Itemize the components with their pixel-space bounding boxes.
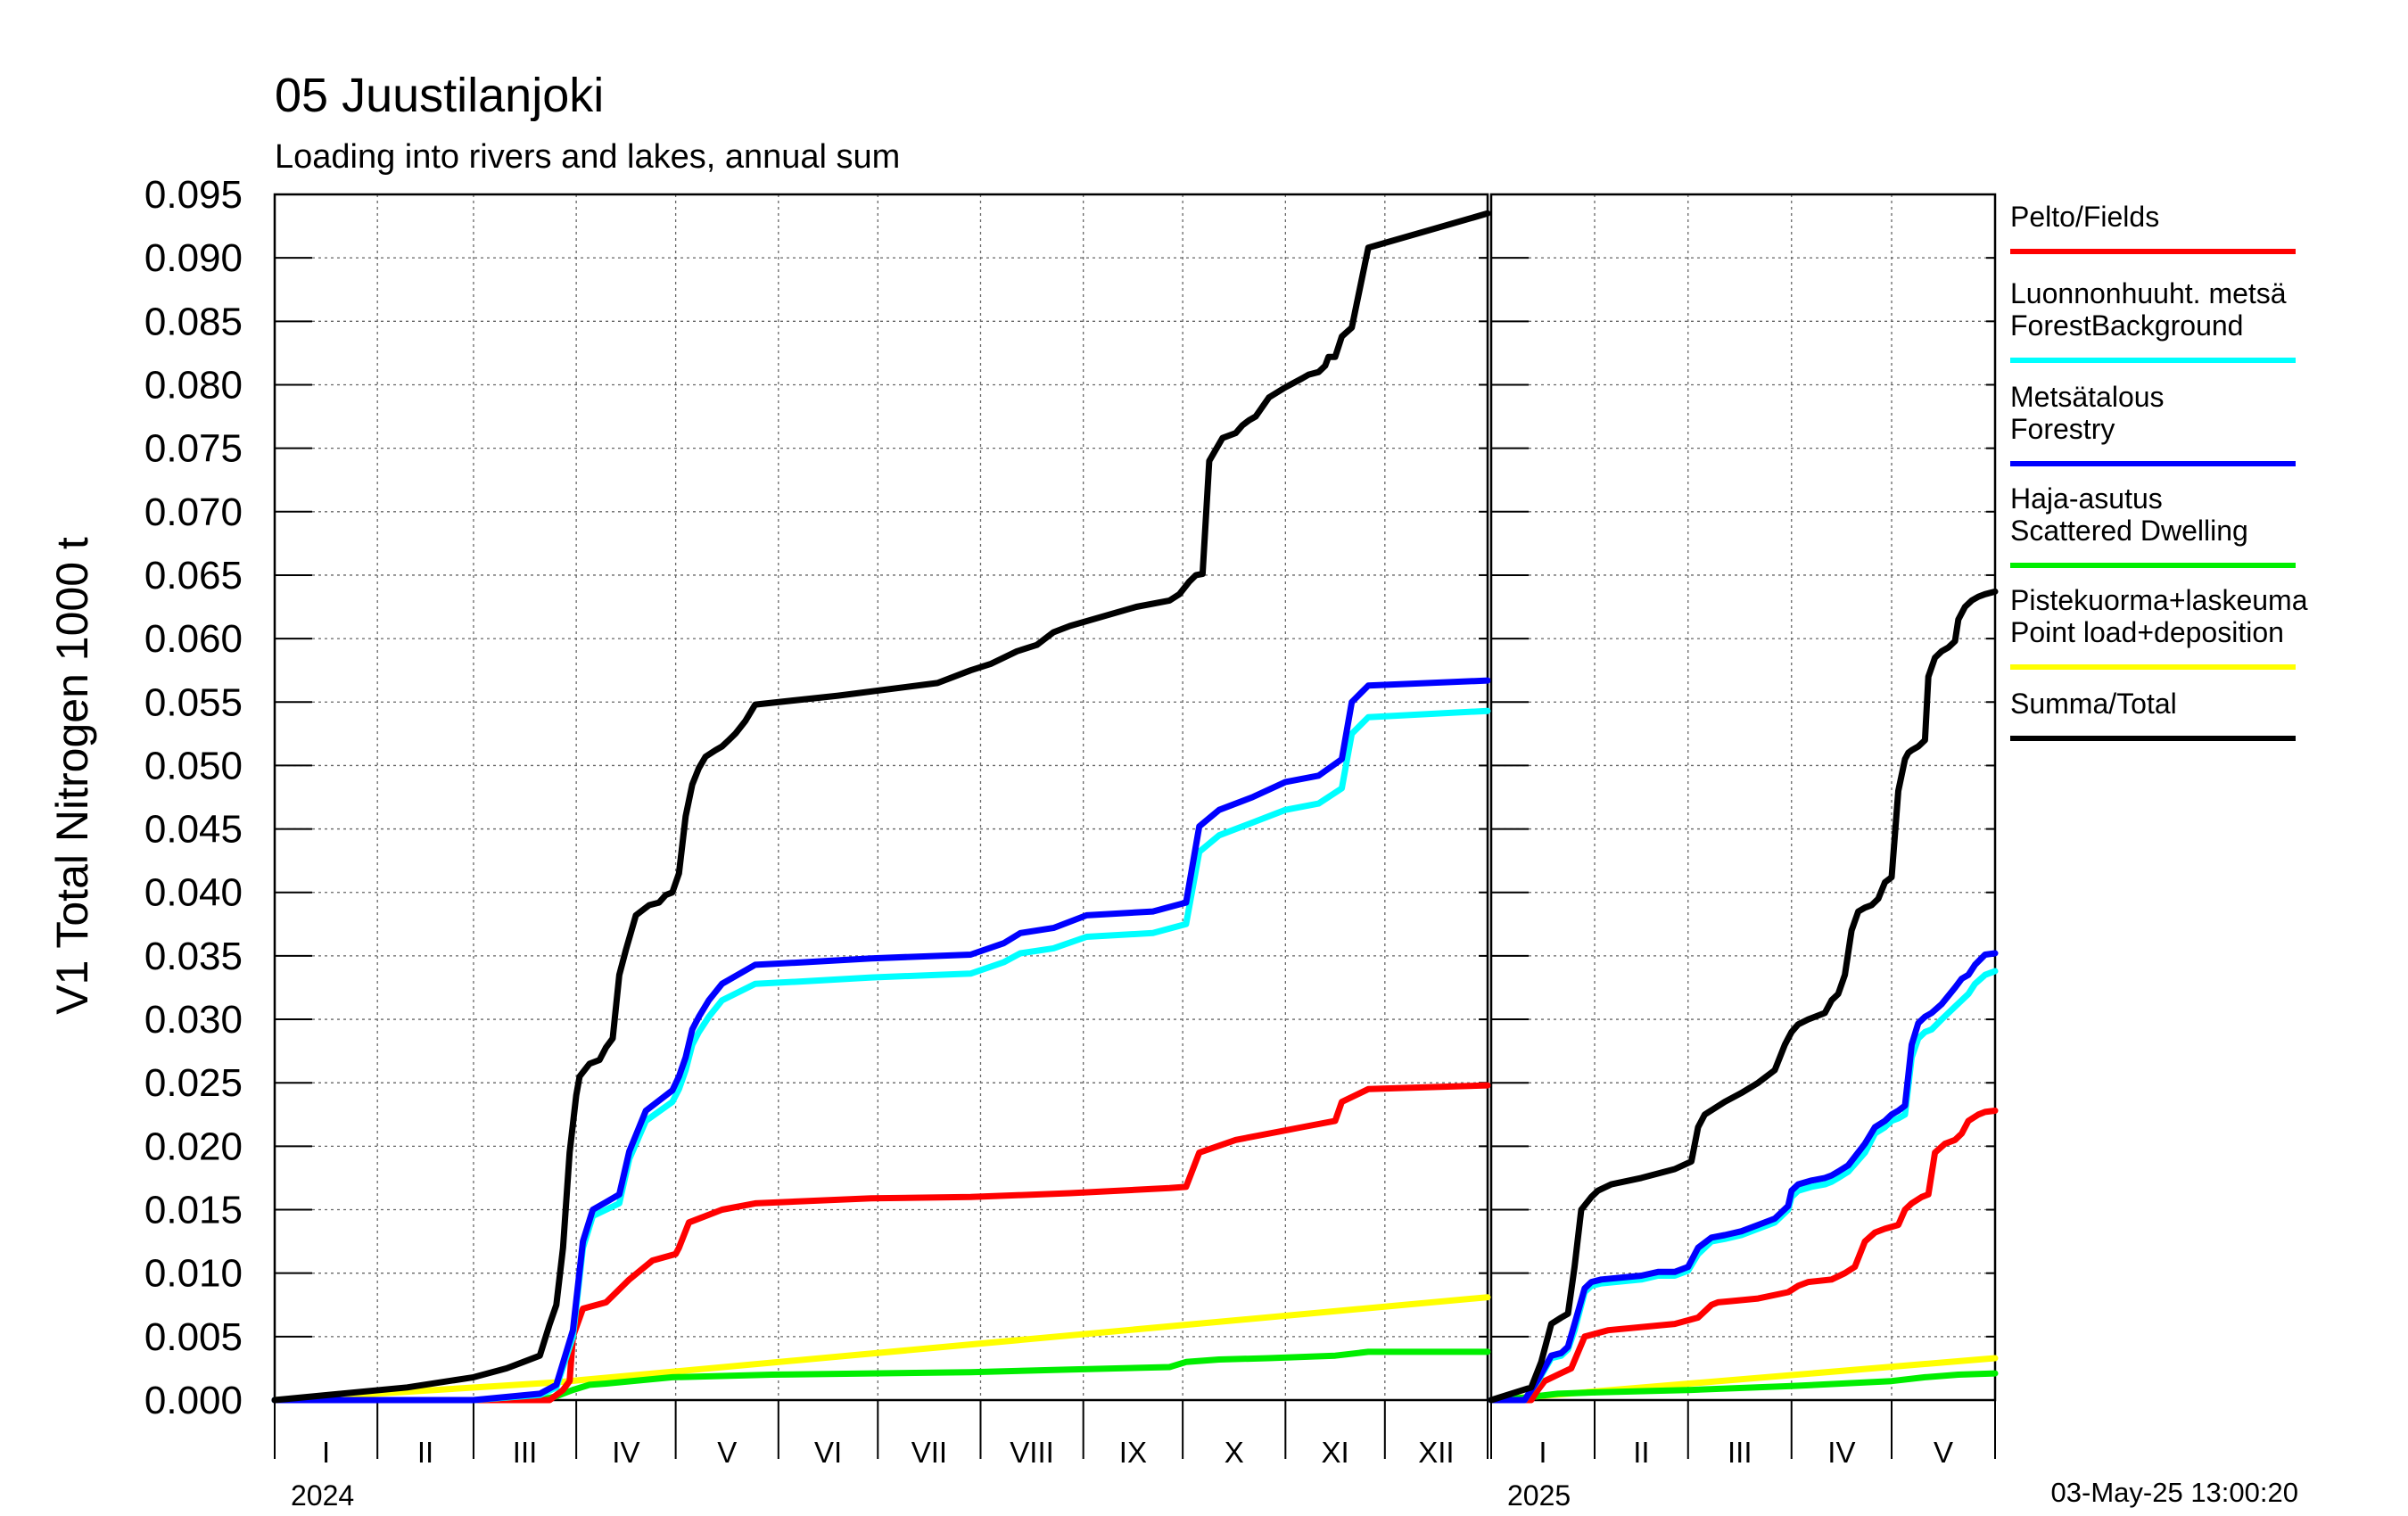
y-axis-label: V1 Total Nitrogen 1000 t [47,537,97,1015]
month-label: VII [911,1436,947,1469]
series-line-2024-pelto [271,1082,1491,1404]
y-tick-label: 0.020 [144,1125,243,1168]
y-tick-label: 0.065 [144,554,243,597]
month-label: VIII [1010,1436,1054,1469]
legend-label: Metsätalous [2010,381,2165,413]
month-label: V [717,1436,737,1469]
y-tick-label: 0.090 [144,236,243,280]
month-label: V [1934,1436,1953,1469]
chart-subtitle: Loading into rivers and lakes, annual su… [275,138,900,176]
y-tick-label: 0.075 [144,427,243,471]
legend-label: Haja-asutus [2010,482,2163,515]
series-line-2024-luonnonhuuht. [271,707,1491,1404]
series-line-2024-pistekuorma+laskeuma [271,1294,1491,1404]
legend-label: Pelto/Fields [2010,201,2159,233]
series-line-2025-haja-asutus [1488,1370,1999,1404]
month-label: I [322,1436,330,1469]
month-label: X [1225,1436,1244,1469]
month-label: III [513,1436,538,1469]
month-label: III [1728,1436,1752,1469]
legend: Pelto/Fields Luonnonhuuht. metsäForestBac… [2010,201,2308,741]
y-tick-label: 0.085 [144,300,243,343]
y-tick-label: 0.055 [144,680,243,724]
y-tick-label: 0.095 [144,173,243,217]
year-label: 2024 [291,1479,354,1512]
y-tick-label: 0.050 [144,744,243,787]
series-line-2025-metsätalous [1488,950,1999,1404]
grid [275,194,1995,1401]
legend-label: Luonnonhuuht. metsä [2010,277,2287,309]
month-label: VI [814,1436,842,1469]
series-line-2025-pelto [1488,1108,1999,1404]
month-label: IV [612,1436,639,1469]
y-tick-label: 0.010 [144,1252,243,1296]
legend-label: Scattered Dwelling [2010,515,2248,547]
chart-title: 05 Juustilanjoki [275,69,604,122]
legend-label: ForestBackground [2010,309,2243,342]
axes: 0.000 0.005 0.010 0.015 0.020 0.025 0.030 0.035… [144,173,1997,1512]
legend-label: Point load+deposition [2010,616,2284,648]
y-tick-label: 0.045 [144,808,243,852]
y-tick-label: 0.000 [144,1379,243,1422]
month-label: XI [1321,1436,1348,1469]
y-tick-label: 0.035 [144,935,243,978]
y-tick-label: 0.070 [144,490,243,534]
y-tick-label: 0.005 [144,1315,243,1359]
month-label: IV [1827,1436,1855,1469]
series-line-2025-luonnonhuuht. [1488,968,1999,1404]
y-tick-label: 0.040 [144,871,243,915]
month-label: IX [1119,1436,1147,1469]
y-tick-label: 0.060 [144,617,243,661]
legend-label: Summa/Total [2010,688,2177,720]
month-label: II [417,1436,433,1469]
month-label: I [1538,1436,1546,1469]
timestamp: 03-May-25 13:00:20 [2051,1477,2298,1508]
series-line-2025-summa [1488,588,1999,1404]
plot-area [271,210,1999,1404]
year-label: 2025 [1507,1479,1571,1512]
month-label: XII [1418,1436,1454,1469]
series-line-2024-summa [271,210,1491,1404]
month-label: II [1633,1436,1649,1469]
y-tick-label: 0.015 [144,1189,243,1232]
y-tick-label: 0.080 [144,363,243,407]
panel-frame [273,193,1489,1402]
series-line-2024-metsätalous [271,677,1491,1404]
legend-label: Pistekuorma+laskeuma [2010,584,2308,616]
y-tick-label: 0.025 [144,1061,243,1105]
y-tick-label: 0.030 [144,998,243,1042]
panel-frame [1489,193,1997,1402]
legend-label: Forestry [2010,413,2115,445]
series-line-2024-haja-asutus [271,1348,1491,1404]
